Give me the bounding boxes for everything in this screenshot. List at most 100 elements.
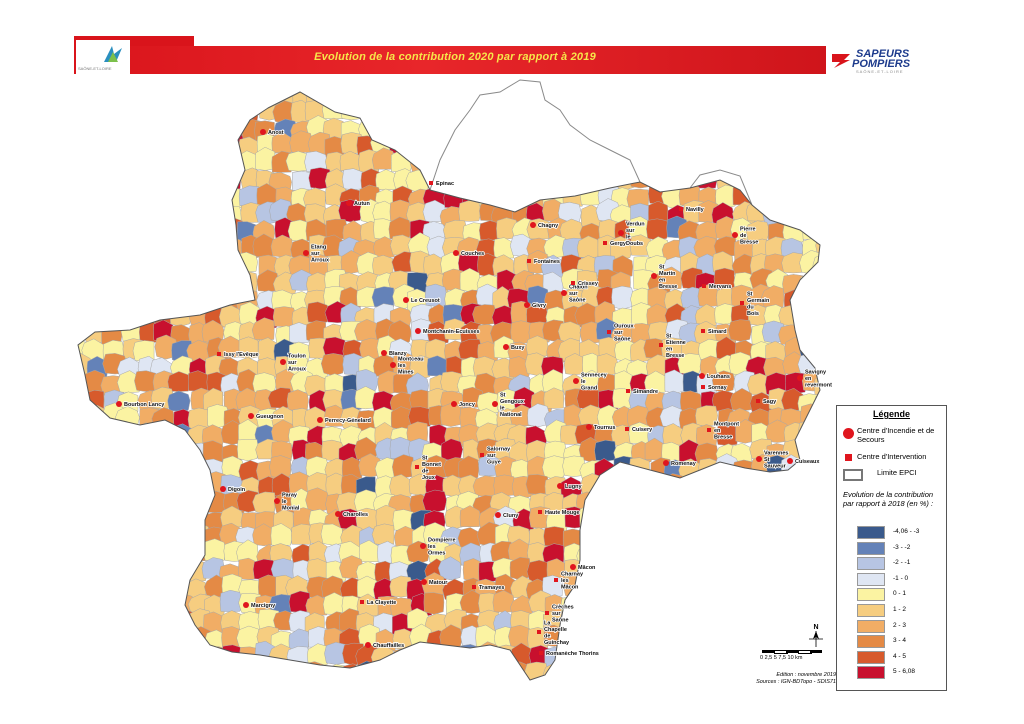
commune-cell xyxy=(187,268,209,292)
logo-line-3: SAÔNE-ET-LOIRE xyxy=(856,69,904,74)
commune-cell xyxy=(286,663,310,680)
data-sources: Sources : IGN-BDTopo - SDIS71 xyxy=(756,679,836,685)
commune-cell xyxy=(442,645,465,669)
commune-cell xyxy=(78,540,89,563)
commune-cell xyxy=(598,560,620,585)
cis-marker xyxy=(586,424,592,430)
commune-cell xyxy=(716,510,737,533)
commune-cell xyxy=(390,92,414,108)
department-logo-icon xyxy=(104,46,122,62)
cis-marker xyxy=(346,200,352,206)
commune-cell xyxy=(117,544,141,568)
commune-cell xyxy=(221,151,243,176)
commune-cell xyxy=(291,523,314,545)
commune-cell xyxy=(817,270,820,294)
commune-cell xyxy=(220,237,243,258)
ci-marker xyxy=(539,651,543,655)
commune-cell xyxy=(123,116,144,139)
center-label: Mâcon xyxy=(561,585,579,591)
commune-cell xyxy=(575,627,599,651)
commune-cell xyxy=(695,525,720,547)
commune-cell xyxy=(170,454,194,478)
page-title: Evolution de la contribution 2020 par ra… xyxy=(314,51,596,63)
commune-cells xyxy=(78,92,820,680)
cis-marker xyxy=(663,460,669,466)
commune-cell xyxy=(78,456,90,479)
commune-cell xyxy=(185,237,209,260)
commune-cell xyxy=(819,92,820,108)
cis-marker xyxy=(524,302,530,308)
commune-cell xyxy=(171,287,192,310)
commune-cell xyxy=(117,234,141,256)
commune-cell xyxy=(421,679,445,680)
commune-cell xyxy=(202,216,227,240)
commune-cell xyxy=(169,236,194,259)
commune-cell xyxy=(223,676,247,680)
ci-marker xyxy=(626,389,630,393)
center-label: Mines xyxy=(398,370,414,376)
commune-cell xyxy=(167,390,191,412)
center-label: Grand xyxy=(581,386,597,392)
commune-cell xyxy=(78,249,91,274)
commune-cell xyxy=(662,113,684,137)
commune-cell xyxy=(813,321,820,345)
legend-swatch xyxy=(857,619,885,633)
cis-marker xyxy=(274,498,280,504)
commune-cell xyxy=(256,663,280,680)
commune-cell xyxy=(78,188,89,209)
commune-cell xyxy=(187,644,210,668)
commune-cell xyxy=(154,185,177,208)
commune-cell xyxy=(456,132,480,155)
commune-cell xyxy=(121,267,146,292)
commune-cell xyxy=(630,136,656,158)
ci-marker xyxy=(527,259,531,263)
commune-cell xyxy=(342,92,366,106)
commune-cell xyxy=(628,115,653,137)
commune-cell xyxy=(764,595,786,619)
commune-cell xyxy=(696,504,721,529)
commune-cell xyxy=(730,572,756,597)
legend-swatch xyxy=(857,557,885,571)
commune-cell xyxy=(513,149,536,173)
commune-cell xyxy=(122,442,145,465)
cis-marker xyxy=(618,230,624,236)
commune-cell xyxy=(389,474,414,498)
commune-cell xyxy=(748,475,770,498)
commune-cell xyxy=(134,541,159,564)
commune-cell xyxy=(761,285,785,310)
ci-marker xyxy=(702,284,706,288)
center-label: Bresse xyxy=(740,240,758,246)
commune-cell xyxy=(625,153,652,175)
cis-marker xyxy=(260,129,266,135)
commune-cell xyxy=(100,268,124,291)
commune-cell xyxy=(78,473,90,498)
center-label: Mervans xyxy=(709,284,731,290)
commune-cell xyxy=(526,98,551,122)
commune-cell xyxy=(171,169,194,191)
commune-cell xyxy=(697,113,720,138)
commune-cell xyxy=(630,101,653,127)
commune-cell xyxy=(151,132,175,156)
commune-cell xyxy=(390,117,412,139)
commune-cell xyxy=(103,525,126,548)
commune-cell xyxy=(135,92,159,104)
commune-cell xyxy=(595,592,619,616)
epci-boundary-icon xyxy=(843,469,863,481)
center-label: les xyxy=(398,363,406,369)
commune-cell xyxy=(682,164,704,187)
commune-cell xyxy=(611,576,635,600)
commune-cell xyxy=(698,133,724,157)
commune-cell xyxy=(800,273,820,296)
commune-cell xyxy=(541,166,567,189)
commune-cell xyxy=(407,92,431,104)
center-label: le xyxy=(500,405,505,411)
commune-cell xyxy=(219,92,242,106)
cis-marker-icon xyxy=(843,428,854,439)
commune-cell xyxy=(320,353,345,377)
commune-cell xyxy=(103,288,126,313)
commune-cell xyxy=(98,164,121,190)
commune-cell xyxy=(490,657,514,680)
commune-cell xyxy=(646,132,668,156)
center-label: Buxy xyxy=(511,345,525,351)
commune-cell xyxy=(105,576,127,599)
